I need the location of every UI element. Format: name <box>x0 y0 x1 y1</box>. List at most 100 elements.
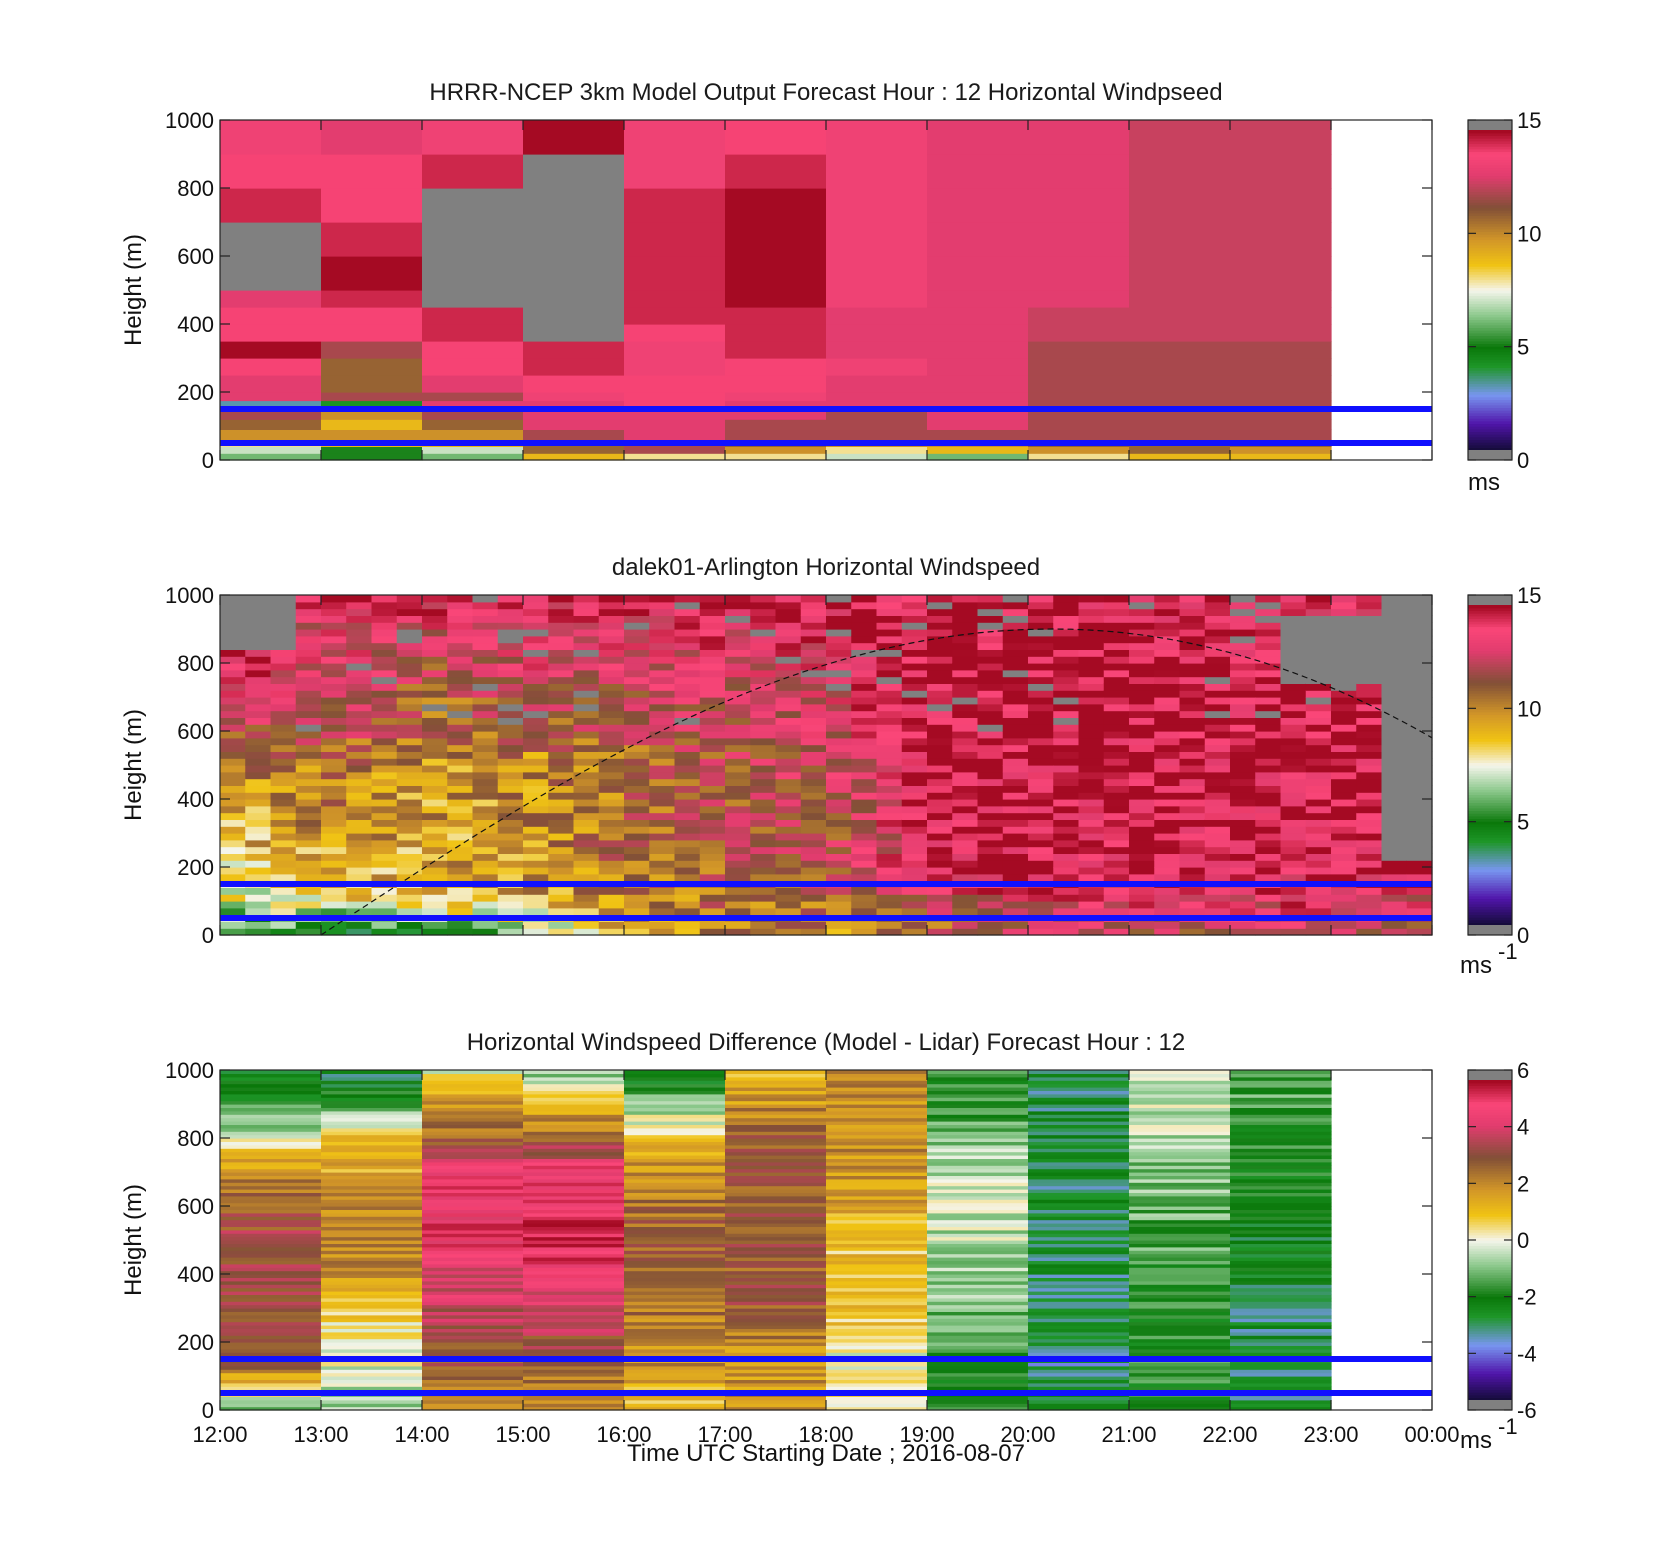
colorbar-segment <box>1468 338 1512 342</box>
heatmap-cell <box>927 1144 1029 1149</box>
heatmap-cell <box>295 812 322 820</box>
heatmap-cell <box>523 1117 625 1122</box>
heatmap-cell <box>1078 765 1105 773</box>
heatmap-cell <box>1028 1270 1130 1275</box>
heatmap-cell <box>699 805 726 814</box>
heatmap-cell <box>321 1121 423 1125</box>
heatmap-cell <box>624 1192 726 1197</box>
heatmap-cell <box>725 697 751 705</box>
heatmap-cell <box>1280 629 1307 637</box>
heatmap-cell <box>1305 697 1332 705</box>
heatmap-cell <box>1078 792 1105 800</box>
colorbar-segment <box>1468 674 1512 678</box>
heatmap-cell <box>1179 615 1206 623</box>
heatmap-cell <box>1204 710 1231 718</box>
colorbar-segment <box>1468 415 1512 419</box>
heatmap-cell <box>1230 656 1256 664</box>
heatmap-cell <box>321 1365 423 1370</box>
heatmap-cell <box>1406 819 1433 827</box>
heatmap-cell <box>220 1117 322 1122</box>
heatmap-cell <box>371 853 398 861</box>
heatmap-cell <box>548 656 575 664</box>
heatmap-cell <box>927 928 953 936</box>
heatmap-cell <box>321 1246 423 1251</box>
heatmap-cell <box>321 419 423 430</box>
heatmap-cell <box>1179 744 1206 752</box>
heatmap-cell <box>523 1076 625 1081</box>
heatmap-cell <box>1406 853 1433 861</box>
heatmap-cell <box>472 608 499 616</box>
colorbar-segment <box>1468 861 1512 865</box>
heatmap-cell <box>523 1131 625 1136</box>
heatmap-cell <box>523 683 549 691</box>
heatmap-cell <box>422 1280 524 1285</box>
heatmap-cell <box>674 833 701 841</box>
heatmap-cell <box>371 703 398 712</box>
heatmap-cell <box>851 826 878 834</box>
colorbar-segment <box>1468 447 1512 451</box>
heatmap-cell <box>1406 703 1433 712</box>
heatmap-cell <box>624 778 650 786</box>
heatmap-cell <box>1129 812 1155 820</box>
heatmap-cell <box>1028 1311 1130 1316</box>
heatmap-cell <box>750 615 777 623</box>
colorbar-segment <box>1468 1277 1512 1281</box>
heatmap-cell <box>573 676 600 684</box>
heatmap-cell <box>1230 615 1256 623</box>
heatmap-cell <box>1406 894 1433 902</box>
heatmap-cell <box>321 1185 423 1190</box>
heatmap-cell <box>624 429 726 441</box>
colorbar-segment <box>1468 298 1512 302</box>
heatmap-cell <box>447 799 474 807</box>
heatmap-cell <box>725 833 751 841</box>
heatmap-cell <box>750 656 777 664</box>
heatmap-cell <box>295 921 322 929</box>
heatmap-cell <box>826 1141 928 1146</box>
heatmap-cell <box>220 1090 322 1095</box>
heatmap-cell <box>548 683 575 691</box>
heatmap-cell <box>1230 1328 1332 1333</box>
heatmap-cell <box>548 839 575 848</box>
heatmap-cell <box>624 392 726 402</box>
heatmap-cell <box>1028 419 1130 430</box>
heatmap-cell <box>624 901 650 909</box>
heatmap-cell <box>321 1161 423 1166</box>
heatmap-cell <box>1028 1185 1130 1190</box>
heatmap-cell <box>725 751 751 759</box>
heatmap-cell <box>851 853 878 861</box>
heatmap-cell <box>1406 601 1433 610</box>
heatmap-cell <box>1129 1331 1231 1336</box>
heatmap-cell <box>573 642 600 650</box>
heatmap-cell <box>422 446 524 454</box>
heatmap-cell <box>649 778 676 786</box>
heatmap-cell <box>422 724 448 732</box>
heatmap-cell <box>927 615 953 623</box>
heatmap-cell <box>472 799 499 807</box>
heatmap-cell <box>422 1178 524 1183</box>
heatmap-cell <box>321 1372 423 1377</box>
colorbar-segment <box>1468 1298 1512 1303</box>
heatmap-cell <box>1028 1243 1130 1248</box>
heatmap-cell <box>270 595 297 603</box>
heatmap-cell <box>220 120 322 155</box>
heatmap-cell <box>725 676 751 684</box>
heatmap-cell <box>321 744 347 752</box>
heatmap-cell <box>1028 1399 1130 1404</box>
heatmap-cell <box>927 1219 1029 1224</box>
heatmap-cell <box>422 1182 524 1187</box>
heatmap-cell <box>1381 697 1408 705</box>
heatmap-cell <box>952 805 979 814</box>
heatmap-cell <box>1028 290 1130 308</box>
heatmap-cell <box>851 717 878 725</box>
heatmap-cell <box>295 792 322 800</box>
heatmap-cell <box>1028 1287 1130 1292</box>
colorbar-segment <box>1468 282 1512 286</box>
heatmap-cell <box>1154 887 1181 895</box>
heatmap-cell <box>624 1345 726 1350</box>
heatmap-cell <box>1381 853 1408 861</box>
heatmap-cell <box>1103 771 1130 780</box>
heatmap-cell <box>346 697 373 705</box>
heatmap-cell <box>523 1070 625 1074</box>
heatmap-cell <box>295 907 322 916</box>
heatmap-cell <box>321 1117 423 1122</box>
